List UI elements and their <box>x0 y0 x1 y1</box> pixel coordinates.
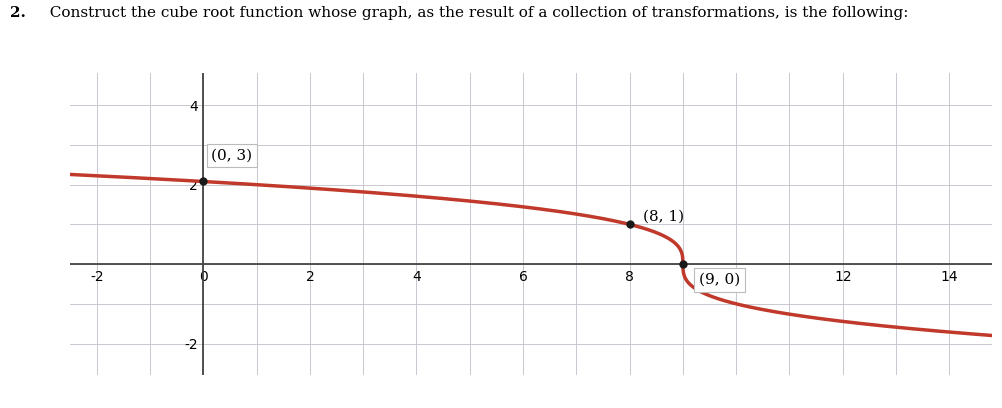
Text: (0, 3): (0, 3) <box>211 149 253 163</box>
Text: (8, 1): (8, 1) <box>643 209 684 224</box>
Text: (9, 0): (9, 0) <box>699 273 740 287</box>
Text: 2.: 2. <box>10 6 26 20</box>
Text: Construct the cube root function whose graph, as the result of a collection of t: Construct the cube root function whose g… <box>40 6 909 20</box>
